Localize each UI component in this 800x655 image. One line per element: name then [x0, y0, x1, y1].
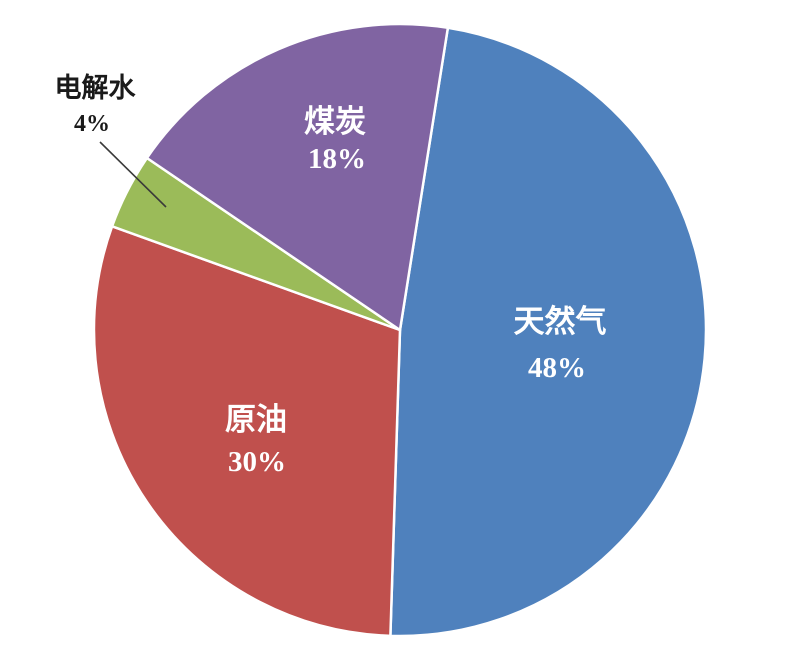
pie-slices — [92, 22, 708, 638]
slice-pct-coal: 18% — [308, 143, 366, 175]
slice-pct-natural-gas: 48% — [528, 352, 586, 384]
pie-slice-coal — [145, 22, 450, 332]
slice-label-natural-gas: 天然气 — [514, 304, 607, 339]
pie-slice-crude-oil — [92, 225, 402, 638]
slice-pct-crude-oil: 30% — [228, 446, 286, 478]
slice-label-crude-oil: 原油 — [225, 402, 287, 437]
electrolysis-leader-line — [99, 141, 167, 208]
pie-slice-natural-gas — [389, 26, 708, 638]
slice-label-electrolysis: 电解水 — [55, 73, 137, 103]
slice-pct-electrolysis: 4% — [74, 111, 110, 137]
slice-label-coal: 煤炭 — [304, 104, 366, 139]
